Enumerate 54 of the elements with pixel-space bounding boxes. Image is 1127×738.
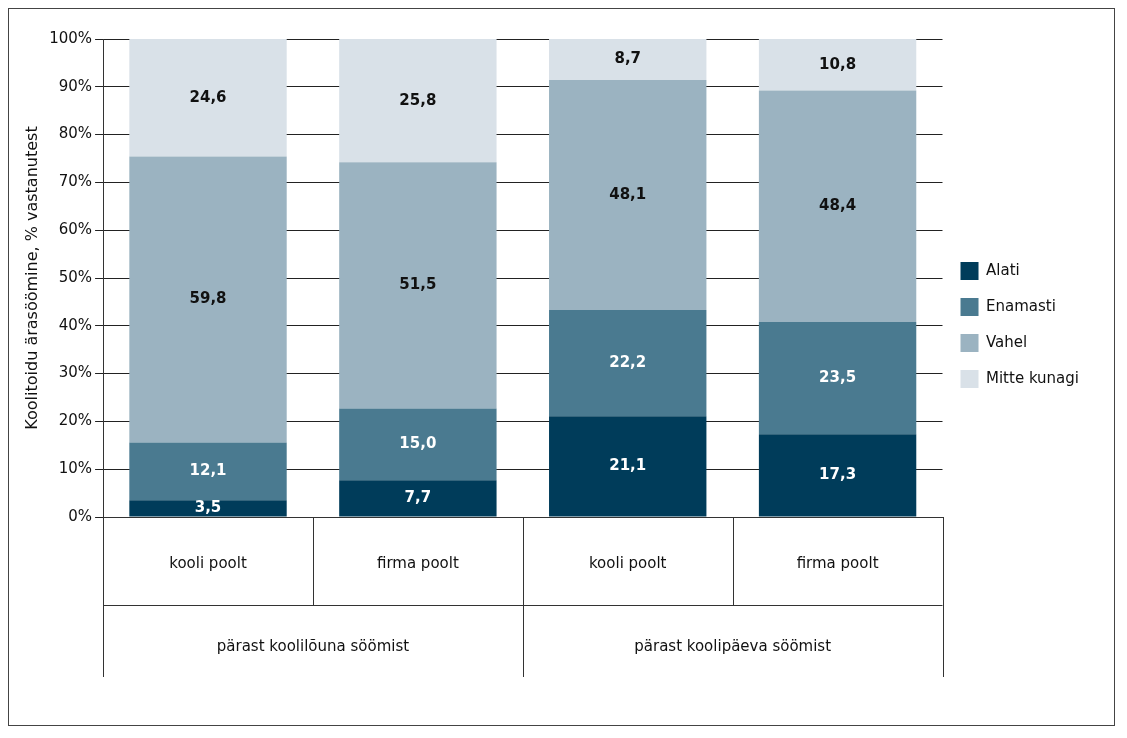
data-label: 22,2 [609,352,647,371]
text: pärast koolipäeva söömist [634,636,832,655]
data-label: 59,8 [189,289,227,308]
bar [758,434,917,517]
y-tick-label: 40% [58,315,93,334]
y-tick-label: 60% [58,220,93,239]
x-tick-label: kooli poolt [169,553,247,572]
bar [339,39,497,163]
y-tick-label: 20% [58,411,93,430]
bar [129,156,287,443]
x-tick-label: kooli poolt [588,553,667,572]
data-label: 8,7 [614,49,642,68]
data-label: 51,5 [399,275,437,294]
data-label: 7,7 [404,488,432,507]
x-tick-label: firma poolt [796,553,879,572]
data-label: 48,4 [819,196,857,215]
data-label: 23,5 [819,368,857,387]
legend-label: Vahel [986,332,1028,351]
bar [129,442,287,501]
bar [549,39,707,81]
data-label: 10,8 [819,54,857,73]
y-tick-label: 80% [58,124,93,143]
y-tick-label: 70% [58,172,93,191]
data-label: 25,8 [399,90,437,109]
y-axis-title: Koolitoidu ärasöömine, % vastanutest [21,126,41,430]
bar [549,416,707,517]
data-label: 24,6 [189,87,227,106]
bar [758,321,917,435]
y-tick-label: 30% [58,363,93,382]
y-tick-label: 50% [58,267,93,286]
data-label: 48,1 [609,184,647,203]
legend-label: Mitte kunagi [986,368,1080,387]
y-tick-label: 100% [49,28,93,47]
data-label: 12,1 [189,461,227,480]
bar [129,500,287,517]
data-label: 17,3 [819,465,857,484]
y-tick-label: 90% [58,76,93,95]
x-tick-label: firma poolt [376,553,459,572]
data-label: 3,5 [194,498,222,517]
bar [549,80,707,311]
bar [339,408,497,481]
bar [129,39,287,157]
bar [339,162,497,409]
text: pärast koolilõuna söömist [216,636,410,655]
bar [339,480,497,517]
legend-label: Alati [986,260,1020,279]
y-tick-label: 10% [58,459,93,478]
data-label: 15,0 [399,434,437,453]
bar [549,310,707,417]
bar [758,39,917,91]
bar [758,90,917,322]
y-tick-label: 0% [68,506,93,525]
legend-label: Enamasti [986,296,1056,315]
data-label: 21,1 [609,456,647,475]
